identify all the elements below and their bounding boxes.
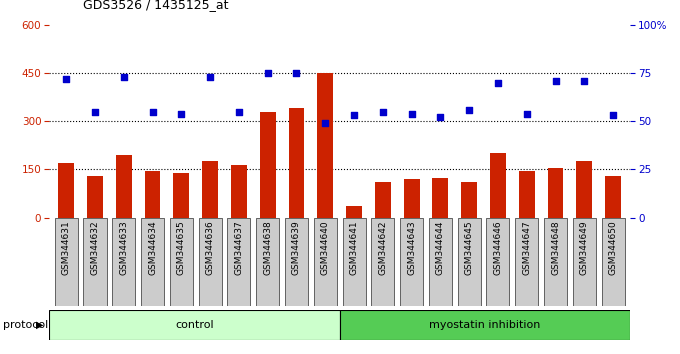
Bar (116, 155, 132, 218)
Text: GSM344647: GSM344647 (522, 220, 531, 275)
Bar (173, 173, 189, 218)
Point (406, 111, 417, 116)
Text: ▶: ▶ (36, 320, 44, 330)
Text: GSM344643: GSM344643 (407, 220, 416, 275)
Point (522, 111, 532, 116)
Bar (145, 171, 160, 218)
Point (262, 70, 273, 76)
Bar (231, 165, 247, 218)
Text: GSM344634: GSM344634 (148, 220, 157, 275)
Point (550, 78, 561, 84)
Text: protocol: protocol (3, 320, 49, 330)
Bar (339, 310, 630, 340)
Text: GSM344637: GSM344637 (235, 220, 243, 275)
Bar (490, 153, 506, 218)
Bar (313, 218, 337, 306)
Text: GSM344649: GSM344649 (580, 220, 589, 275)
Text: GSM344635: GSM344635 (177, 220, 186, 275)
Bar (346, 206, 362, 218)
Bar (429, 218, 452, 306)
Bar (112, 218, 135, 306)
Point (147, 109, 158, 114)
Text: GSM344633: GSM344633 (119, 220, 129, 275)
Bar (260, 112, 275, 218)
Bar (458, 218, 481, 306)
Bar (544, 218, 567, 306)
Bar (54, 218, 78, 306)
Bar (432, 177, 448, 218)
Text: GSM344646: GSM344646 (494, 220, 503, 275)
Point (320, 120, 330, 126)
Bar (285, 218, 308, 306)
Bar (400, 218, 423, 306)
Text: GSM344632: GSM344632 (90, 220, 99, 275)
Point (435, 115, 446, 120)
Text: GSM344638: GSM344638 (263, 220, 272, 275)
Bar (602, 218, 625, 306)
Bar (199, 218, 222, 306)
Point (205, 74, 216, 80)
Point (233, 109, 244, 114)
Bar (318, 73, 333, 218)
Point (349, 113, 360, 118)
Bar (256, 218, 279, 306)
Bar (170, 218, 193, 306)
Bar (486, 218, 509, 306)
Bar (84, 218, 107, 306)
Point (492, 80, 503, 85)
Bar (404, 179, 420, 218)
Text: GSM344648: GSM344648 (551, 220, 560, 275)
Point (61, 76, 71, 82)
Bar (58, 163, 74, 218)
Bar (87, 176, 103, 218)
Bar (515, 218, 539, 306)
Text: GSM344631: GSM344631 (62, 220, 71, 275)
Bar (141, 218, 164, 306)
Text: control: control (175, 320, 214, 330)
Bar (461, 182, 477, 218)
Bar (202, 161, 218, 218)
Text: GSM344642: GSM344642 (378, 220, 388, 275)
Bar (288, 108, 305, 218)
Bar (49, 310, 339, 340)
Text: GSM344641: GSM344641 (350, 220, 358, 275)
Point (176, 111, 187, 116)
Bar (605, 176, 621, 218)
Point (464, 107, 475, 113)
Text: GDS3526 / 1435125_at: GDS3526 / 1435125_at (83, 0, 228, 11)
Text: GSM344645: GSM344645 (464, 220, 474, 275)
Text: GSM344650: GSM344650 (609, 220, 617, 275)
Point (118, 74, 129, 80)
Point (579, 78, 590, 84)
Point (291, 70, 302, 76)
Bar (519, 171, 534, 218)
Bar (547, 168, 564, 218)
Text: GSM344636: GSM344636 (205, 220, 215, 275)
Point (90, 109, 101, 114)
Bar (227, 218, 250, 306)
Text: myostatin inhibition: myostatin inhibition (429, 320, 541, 330)
Text: GSM344640: GSM344640 (321, 220, 330, 275)
Bar (577, 161, 592, 218)
Bar (343, 218, 366, 306)
Bar (371, 218, 394, 306)
Point (608, 113, 619, 118)
Bar (573, 218, 596, 306)
Text: GSM344639: GSM344639 (292, 220, 301, 275)
Text: GSM344644: GSM344644 (436, 220, 445, 275)
Point (377, 109, 388, 114)
Bar (375, 182, 391, 218)
